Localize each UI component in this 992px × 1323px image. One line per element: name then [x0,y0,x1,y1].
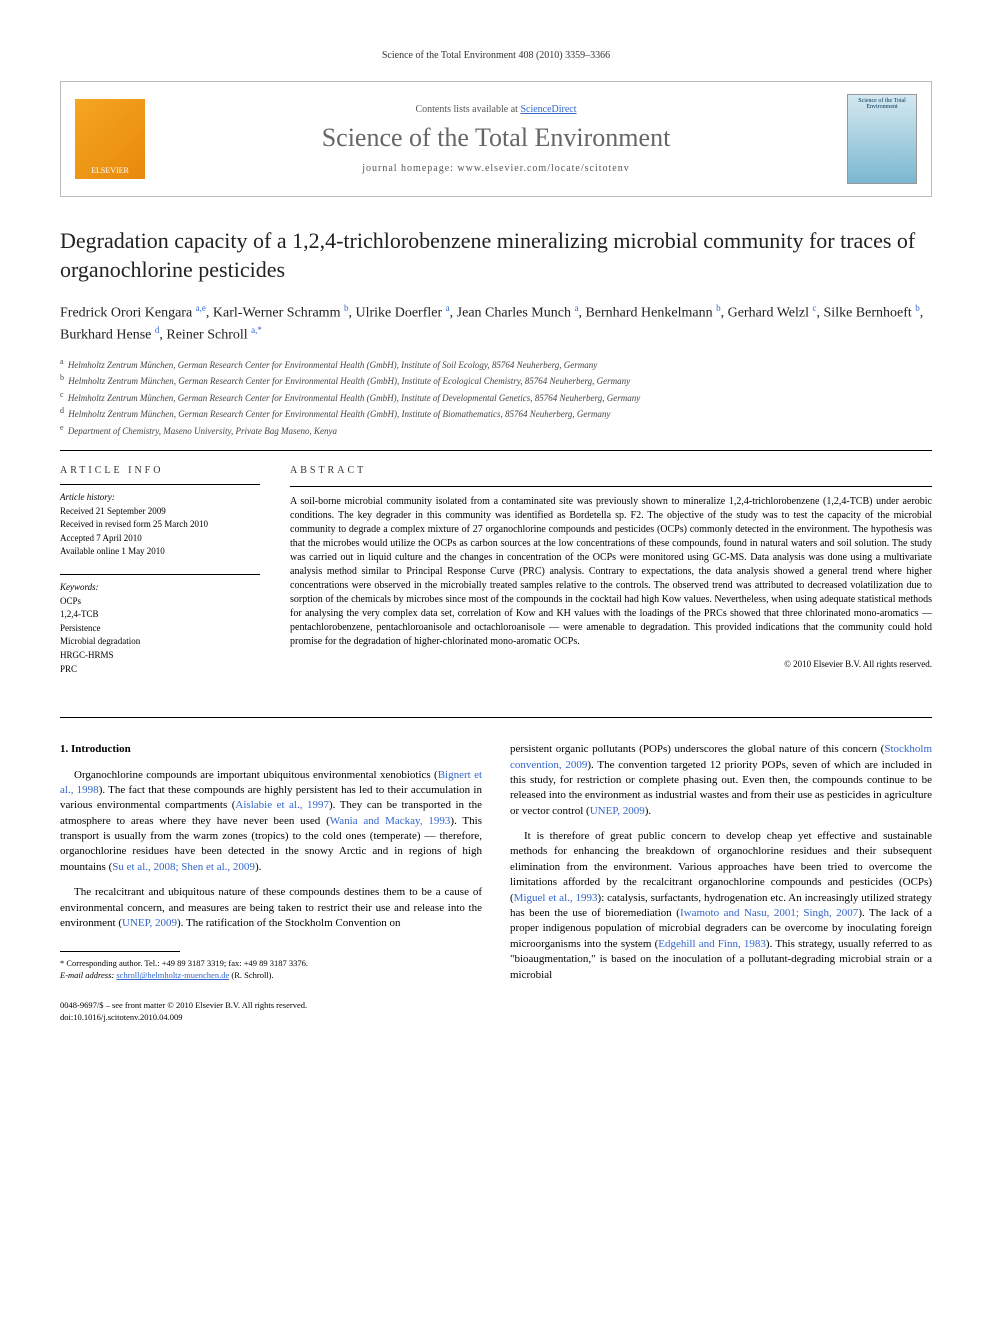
history-subheading: Article history: [60,491,260,504]
running-head: Science of the Total Environment 408 (20… [60,50,932,61]
affiliations-list: a Helmholtz Zentrum München, German Rese… [60,356,932,439]
body-left-column: 1. Introduction Organochlorine compounds… [60,742,482,1024]
footnote-separator [60,951,180,952]
article-info-heading: ARTICLE INFO [60,465,260,476]
body-right-column: persistent organic pollutants (POPs) und… [510,742,932,1024]
journal-homepage: journal homepage: www.elsevier.com/locat… [155,163,837,174]
divider-rule [60,450,932,451]
keyword: Persistence [60,622,260,635]
abstract-copyright: © 2010 Elsevier B.V. All rights reserved… [290,659,932,669]
journal-cover-thumbnail: Science of the Total Environment [847,94,917,184]
banner-center: Contents lists available at ScienceDirec… [145,104,847,174]
history-line: Received in revised form 25 March 2010 [60,518,260,531]
publisher-logo: ELSEVIER [75,99,145,179]
keyword: OCPs [60,595,260,608]
body-two-column: 1. Introduction Organochlorine compounds… [60,742,932,1024]
info-rule [60,574,260,575]
article-info-column: ARTICLE INFO Article history: Received 2… [60,465,260,691]
history-line: Available online 1 May 2010 [60,545,260,558]
divider-rule [60,717,932,718]
keyword: 1,2,4-TCB [60,608,260,621]
page-container: Science of the Total Environment 408 (20… [0,0,992,1064]
journal-banner: ELSEVIER Contents lists available at Sci… [60,81,932,197]
keywords-block: Keywords: OCPs 1,2,4-TCB Persistence Mic… [60,581,260,675]
history-line: Accepted 7 April 2010 [60,532,260,545]
authors-list: Fredrick Orori Kengara a,e, Karl-Werner … [60,302,932,345]
section-heading: 1. Introduction [60,742,482,757]
keyword: PRC [60,663,260,676]
abstract-column: ABSTRACT A soil-borne microbial communit… [290,465,932,691]
email-line: E-mail address: schroll@helmholtz-muench… [60,970,482,982]
footer-line2: doi:10.1016/j.scitotenv.2010.04.009 [60,1012,482,1024]
abstract-rule [290,486,932,487]
sciencedirect-link[interactable]: ScienceDirect [520,104,576,115]
footer-line1: 0048-9697/$ – see front matter © 2010 El… [60,1000,482,1012]
body-paragraph: It is therefore of great public concern … [510,829,932,983]
corresponding-author-footnote: * Corresponding author. Tel.: +49 89 318… [60,958,482,982]
contents-prefix: Contents lists available at [415,104,520,115]
body-paragraph: persistent organic pollutants (POPs) und… [510,742,932,819]
email-link[interactable]: schroll@helmholtz-muenchen.de [116,970,229,980]
cover-text: Science of the Total Environment [858,98,906,110]
info-abstract-row: ARTICLE INFO Article history: Received 2… [60,465,932,691]
article-history-block: Article history: Received 21 September 2… [60,491,260,558]
body-paragraph: The recalcitrant and ubiquitous nature o… [60,885,482,931]
journal-name: Science of the Total Environment [155,123,837,153]
corresponding-line: * Corresponding author. Tel.: +49 89 318… [60,958,482,970]
keyword: HRGC-HRMS [60,649,260,662]
publisher-logo-text: ELSEVIER [91,166,129,175]
page-footer: 0048-9697/$ – see front matter © 2010 El… [60,1000,482,1024]
abstract-heading: ABSTRACT [290,465,932,476]
email-suffix: (R. Schroll). [231,970,273,980]
info-rule [60,484,260,485]
email-label: E-mail address: [60,970,114,980]
keywords-subheading: Keywords: [60,581,260,594]
article-title: Degradation capacity of a 1,2,4-trichlor… [60,227,932,284]
body-paragraph: Organochlorine compounds are important u… [60,768,482,876]
history-line: Received 21 September 2009 [60,505,260,518]
contents-list-line: Contents lists available at ScienceDirec… [155,104,837,115]
keyword: Microbial degradation [60,635,260,648]
abstract-text: A soil-borne microbial community isolate… [290,495,932,649]
